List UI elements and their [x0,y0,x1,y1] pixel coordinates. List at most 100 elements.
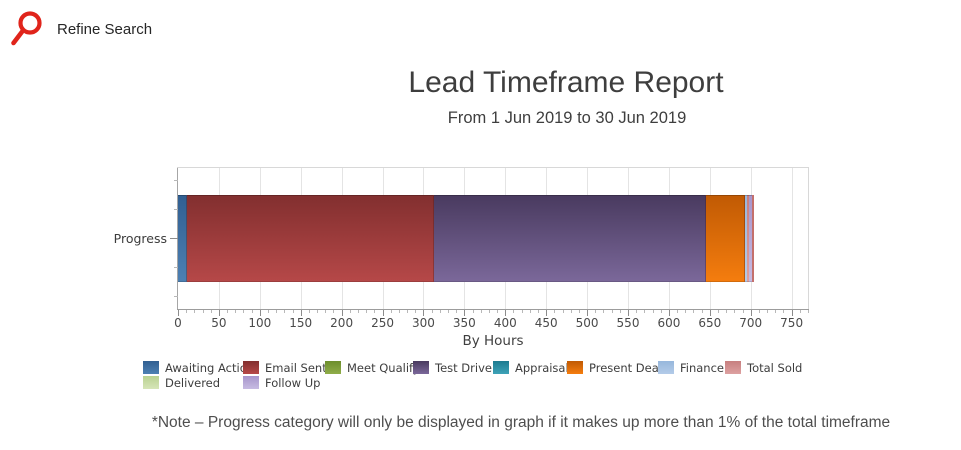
legend-swatch [143,376,159,389]
x-minor-tick-630 [693,310,695,313]
x-minor-tick-220 [358,310,359,313]
x-minor-tick-610 [677,310,679,313]
x-minor-tick-670 [726,310,728,313]
legend-item-test-drive: Test Drive [413,361,493,375]
x-minor-tick-340 [456,310,458,313]
y-minor-tick [174,267,178,268]
x-tick-label-350: 350 [452,316,476,330]
x-tick-label-750: 750 [780,316,804,330]
x-tick-150 [300,310,302,316]
legend-swatch [658,361,674,374]
x-minor-tick-360 [472,310,474,313]
legend-label: Meet Qualify [347,360,420,375]
x-axis-title: By Hours [462,333,524,349]
x-minor-tick-170 [317,310,319,313]
y-minor-tick [174,180,178,181]
x-tick-600 [668,310,670,316]
legend-item-follow-up: Follow Up [243,376,320,390]
x-minor-tick-580 [652,310,654,313]
x-tick-300 [423,310,425,316]
x-tick-label-100: 100 [248,316,272,330]
search-icon [8,8,50,50]
x-minor-tick-30 [202,310,204,313]
x-tick-350 [464,310,466,316]
x-minor-tick-440 [538,310,539,313]
x-minor-tick-420 [521,310,523,313]
x-minor-tick-380 [488,310,490,313]
legend-swatch [243,376,259,389]
legend-swatch [243,361,259,374]
legend-item-present-deal: Present Deal [567,361,662,375]
legend-swatch [413,361,429,374]
x-minor-tick-760 [799,310,801,313]
x-minor-tick-560 [636,310,638,313]
x-minor-tick-590 [660,310,662,313]
x-minor-tick-210 [349,310,351,313]
x-tick-label-700: 700 [739,316,763,330]
x-tick-200 [341,310,343,316]
x-minor-tick-770 [808,310,809,313]
legend-item-total-sold: Total Sold [725,361,802,375]
x-minor-tick-160 [308,310,310,313]
x-tick-550 [628,310,629,316]
bar-segment-present-deal [705,195,745,282]
bar-segment-follow-up [749,195,753,282]
x-tick-label-450: 450 [534,316,558,330]
legend-item-meet-qualify: Meet Qualify [325,361,420,375]
legend-swatch [143,361,159,374]
legend-swatch [725,361,741,374]
x-minor-tick-120 [276,310,278,313]
bar-end-edge [752,195,755,282]
legend-item-finance: Finance [658,361,725,375]
x-minor-tick-280 [407,310,409,313]
x-tick-400 [505,310,507,316]
bar-segment-total-sold [746,195,750,282]
bar-segment-email-sent [187,195,435,282]
x-tick-100 [259,310,261,316]
x-minor-tick-140 [292,310,294,313]
legend-label: Present Deal [589,360,662,375]
x-minor-tick-320 [439,310,441,313]
plot-border-right [808,167,809,309]
x-tick-250 [382,310,384,316]
x-minor-tick-370 [480,310,482,313]
y-axis-category-label: Progress [113,231,167,246]
x-minor-tick-390 [497,310,499,313]
x-tick-label-50: 50 [211,316,227,330]
legend-item-delivered: Delivered [143,376,243,390]
x-minor-tick-290 [415,310,417,313]
x-tick-label-500: 500 [575,316,599,330]
y-axis-line [177,168,178,310]
x-minor-tick-510 [595,310,597,313]
bar-segment-awaiting-action [178,195,187,282]
refine-search-button[interactable]: Refine Search [8,8,152,50]
x-axis-line [177,309,809,310]
gridline-750 [791,168,793,309]
plot-border-top [177,167,809,168]
x-minor-tick-660 [718,310,719,313]
x-minor-tick-530 [611,310,613,313]
legend-item-awaiting-action: Awaiting Action [143,361,254,375]
y-minor-tick [174,209,178,210]
x-tick-label-400: 400 [493,316,517,330]
x-minor-tick-710 [758,310,760,313]
y-tick-progress [170,238,178,239]
x-tick-500 [587,310,589,316]
x-minor-tick-230 [366,310,368,313]
x-minor-tick-310 [431,310,433,313]
x-minor-tick-20 [194,310,196,313]
x-tick-650 [709,310,711,316]
legend-label: Awaiting Action [165,360,255,375]
legend-label: Test Drive [435,360,492,375]
legend-label: Delivered [165,375,221,390]
x-tick-label-250: 250 [371,316,394,330]
x-minor-tick-130 [284,310,286,313]
x-minor-tick-640 [701,310,703,313]
footnote: *Note – Progress category will only be d… [151,414,891,431]
x-minor-tick-110 [268,310,269,313]
legend-label: Follow Up [265,375,321,390]
x-minor-tick-480 [570,310,572,313]
x-minor-tick-520 [603,310,605,313]
x-minor-tick-90 [251,310,253,313]
